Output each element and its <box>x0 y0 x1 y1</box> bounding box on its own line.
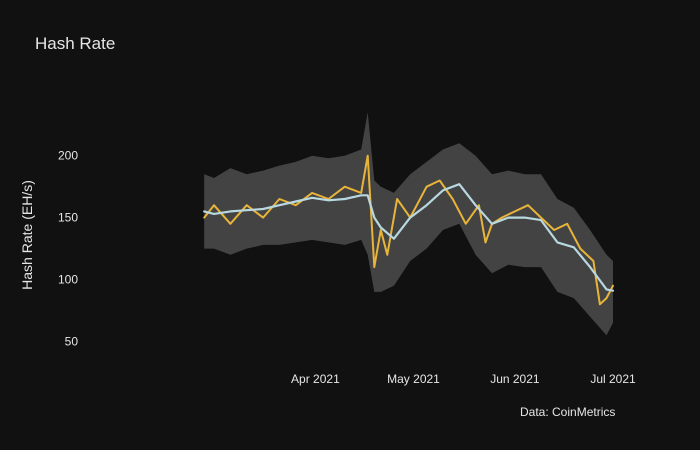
chart-title: Hash Rate <box>35 34 116 53</box>
average-line <box>203 183 615 292</box>
x-ticks: Apr 2021 May 2021 Jun 2021 Jul 2021 <box>291 372 636 386</box>
data-source: Data: CoinMetrics <box>520 405 616 419</box>
line-layer <box>203 154 615 306</box>
band-layer <box>204 112 613 336</box>
x-tick-label: Jun 2021 <box>490 372 540 386</box>
y-tick-label: 100 <box>58 273 78 287</box>
y-tick-label: 200 <box>58 149 78 163</box>
y-tick-label: 150 <box>58 211 78 225</box>
x-tick-label: Jul 2021 <box>590 372 636 386</box>
x-tick-label: May 2021 <box>387 372 440 386</box>
range-band <box>204 112 613 336</box>
y-tick-label: 50 <box>65 334 79 348</box>
x-tick-label: Apr 2021 <box>291 372 340 386</box>
y-axis-label: Hash Rate (EH/s) <box>19 180 35 290</box>
y-ticks: 50 100 150 200 <box>58 149 78 349</box>
